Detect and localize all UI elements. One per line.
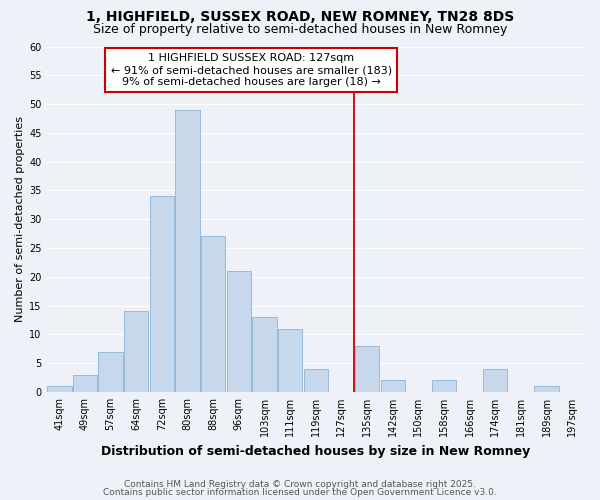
- Bar: [253, 317, 277, 392]
- Bar: [150, 196, 174, 392]
- Text: 1, HIGHFIELD, SUSSEX ROAD, NEW ROMNEY, TN28 8DS: 1, HIGHFIELD, SUSSEX ROAD, NEW ROMNEY, T…: [86, 10, 514, 24]
- Bar: [175, 110, 200, 392]
- Bar: [278, 328, 302, 392]
- Text: Size of property relative to semi-detached houses in New Romney: Size of property relative to semi-detach…: [93, 22, 507, 36]
- Bar: [47, 386, 71, 392]
- Bar: [124, 312, 148, 392]
- Bar: [432, 380, 456, 392]
- Bar: [355, 346, 379, 392]
- X-axis label: Distribution of semi-detached houses by size in New Romney: Distribution of semi-detached houses by …: [101, 444, 530, 458]
- Bar: [483, 369, 508, 392]
- Bar: [304, 369, 328, 392]
- Text: Contains HM Land Registry data © Crown copyright and database right 2025.: Contains HM Land Registry data © Crown c…: [124, 480, 476, 489]
- Y-axis label: Number of semi-detached properties: Number of semi-detached properties: [15, 116, 25, 322]
- Text: Contains public sector information licensed under the Open Government Licence v3: Contains public sector information licen…: [103, 488, 497, 497]
- Bar: [73, 374, 97, 392]
- Bar: [98, 352, 123, 392]
- Bar: [201, 236, 226, 392]
- Text: 1 HIGHFIELD SUSSEX ROAD: 127sqm
← 91% of semi-detached houses are smaller (183)
: 1 HIGHFIELD SUSSEX ROAD: 127sqm ← 91% of…: [110, 54, 392, 86]
- Bar: [535, 386, 559, 392]
- Bar: [227, 271, 251, 392]
- Bar: [380, 380, 405, 392]
